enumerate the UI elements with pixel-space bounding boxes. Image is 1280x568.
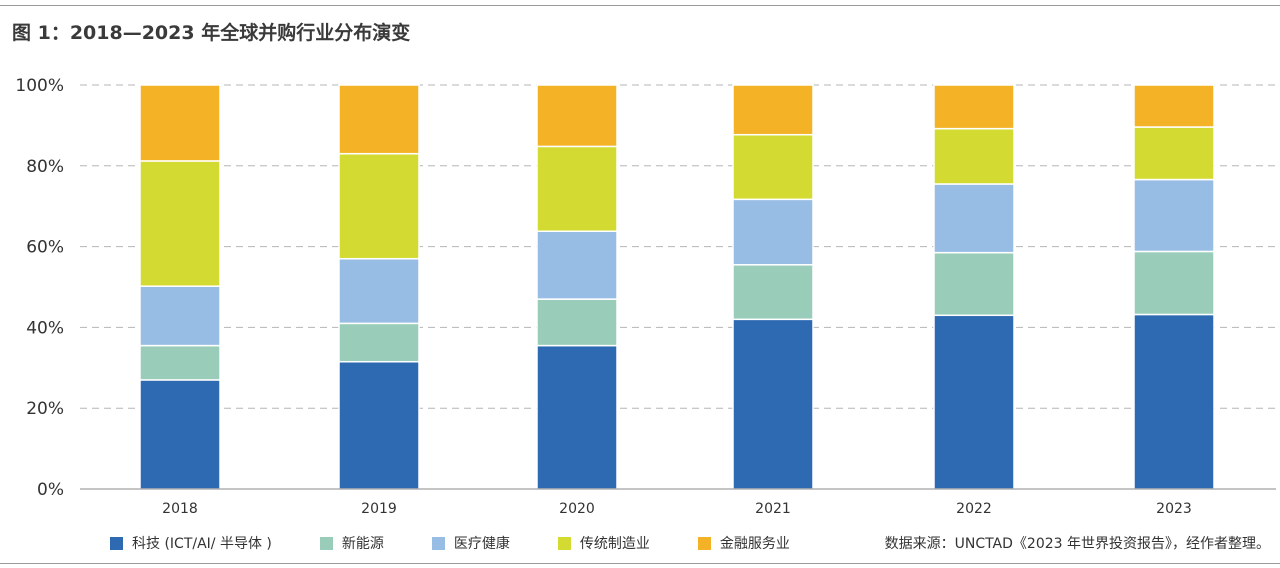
x-tick-label: 2019 [361,501,397,517]
bar-segment [1133,126,1215,181]
source-note: 数据来源：UNCTAD《2023 年世界投资报告》，经作者整理。 [884,536,1270,552]
bar-segment [338,152,420,260]
bar-segment [338,84,420,155]
bar-segment [139,379,221,490]
legend-item: 传统制造业 [557,533,650,553]
bar-segment [139,285,221,347]
chart-legend: 科技 (ICT/AI/ 半导体 ) 新能源 医疗健康 传统制造业 金融服务业 [110,533,838,553]
bar-segment [1133,84,1215,128]
bar-segment [536,84,618,148]
bar-segment [1133,250,1215,316]
legend-swatch [557,536,571,550]
top-rule [0,5,1280,6]
legend-label: 科技 (ICT/AI/ 半导体 ) [132,536,272,552]
bottom-rule [0,563,1280,564]
x-tick-label: 2022 [956,501,992,517]
bar-segment [536,298,618,347]
y-tick-label: 0% [37,480,64,500]
y-tick-label: 20% [26,399,64,419]
legend-swatch [697,536,711,550]
chart-title: 图 1：2018—2023 年全球并购行业分布演变 [12,22,411,44]
legend-item: 医疗健康 [431,533,510,553]
y-tick-label: 40% [26,318,64,338]
bar-segment [732,198,814,266]
y-tick-label: 80% [26,157,64,177]
x-tick-label: 2020 [559,501,595,517]
bar-segment [933,314,1015,490]
legend-swatch [110,536,123,550]
legend-swatch [319,536,333,550]
legend-label: 传统制造业 [579,536,650,552]
bar-segment [732,264,814,321]
x-tick-label: 2018 [162,501,198,517]
bar-segment [338,257,420,325]
bar-segment [139,84,221,162]
legend-item: 新能源 [319,533,384,553]
bar-segment [933,183,1015,254]
x-tick-label: 2023 [1156,501,1192,517]
y-tick-label: 100% [15,76,64,96]
legend-label: 新能源 [341,536,384,552]
bar-segment [1133,178,1215,253]
bar-segment [338,360,420,490]
bar-segment [732,84,814,136]
legend-swatch [431,536,445,550]
bar-segment [933,251,1015,317]
bar-segment [338,322,420,363]
bar-segment [139,344,221,381]
bar-segment [933,84,1015,130]
legend-item: 金融服务业 [697,533,790,553]
bar-segment [536,230,618,300]
legend-label: 金融服务业 [719,536,790,552]
bar-segment [933,127,1015,185]
legend-item: 科技 (ICT/AI/ 半导体 ) [110,533,272,553]
legend-label: 医疗健康 [453,536,510,552]
x-tick-label: 2021 [755,501,791,517]
bar-segment [732,318,814,490]
bar-segment [732,133,814,201]
bar-segment [536,344,618,490]
y-tick-label: 60% [26,238,64,258]
bar-segment [536,145,618,232]
bar-segment [1133,313,1215,490]
bar-segment [139,160,221,287]
